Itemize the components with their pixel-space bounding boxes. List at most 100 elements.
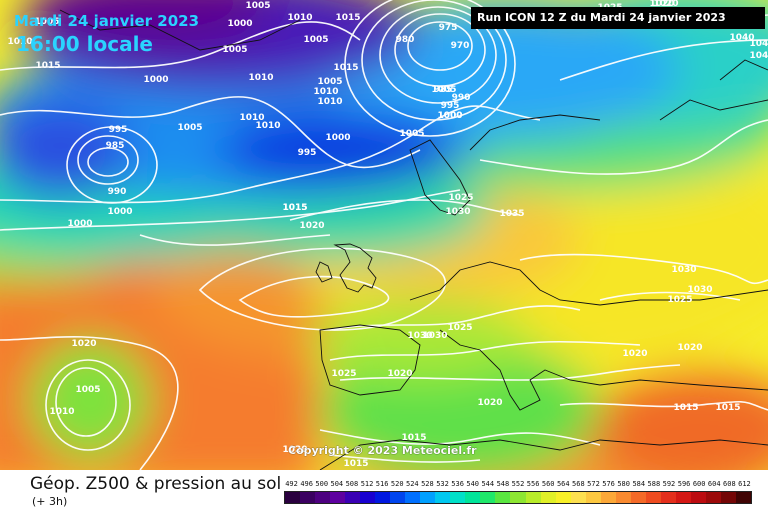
color-swatch bbox=[405, 492, 421, 503]
isobar-label: 1000 bbox=[437, 111, 462, 121]
isobar-label: 1020 bbox=[649, 0, 674, 9]
isobar-label: 1005 bbox=[75, 385, 100, 395]
isobar-label: 1030 bbox=[422, 331, 447, 341]
scale-value: 608 bbox=[723, 480, 736, 488]
isobar-label: 1000 bbox=[143, 75, 168, 85]
legend-subtitle: (+ 3h) bbox=[32, 495, 68, 508]
isobar-label: 1015 bbox=[282, 203, 307, 213]
isobar-label: 1010 bbox=[317, 97, 342, 107]
color-swatch bbox=[375, 492, 391, 503]
color-swatch bbox=[420, 492, 436, 503]
scale-value: 576 bbox=[602, 480, 615, 488]
isobar-label: 1010 bbox=[255, 121, 280, 131]
scale-value: 560 bbox=[541, 480, 555, 488]
isobar-label: 1025 bbox=[667, 295, 692, 305]
color-swatch bbox=[315, 492, 331, 503]
scale-value: 584 bbox=[632, 480, 646, 488]
color-swatch bbox=[360, 492, 376, 503]
isobar-label: 1020 bbox=[282, 445, 307, 455]
isobar-label: 1040 bbox=[729, 33, 754, 43]
isobar-label: 1000 bbox=[325, 133, 350, 143]
color-swatch bbox=[465, 492, 481, 503]
scale-value: 592 bbox=[662, 480, 676, 488]
isobar-label: 1000 bbox=[437, 111, 462, 121]
isobar-label: 1020 bbox=[387, 369, 412, 379]
color-swatch bbox=[630, 492, 646, 503]
forecast-date: Mardi 24 janvier 2023 bbox=[14, 12, 200, 30]
forecast-time: 16:00 locale bbox=[16, 32, 153, 56]
isobar-label: 1025 bbox=[448, 193, 473, 203]
isobar-label: 1025 bbox=[447, 323, 472, 333]
color-swatch bbox=[645, 492, 661, 503]
isobar-label: 1005 bbox=[177, 123, 202, 133]
isobar-label: 1015 bbox=[335, 13, 360, 23]
isobar-label: 1020 bbox=[477, 398, 502, 408]
scale-value: 612 bbox=[738, 480, 751, 488]
isobar-label: 1010 bbox=[49, 407, 74, 417]
color-swatch bbox=[345, 492, 361, 503]
isobar-label: 1040 bbox=[749, 39, 768, 49]
isobar-label: 1015 bbox=[35, 61, 60, 71]
scale-value: 544 bbox=[481, 480, 495, 488]
color-swatch bbox=[285, 492, 301, 503]
scale-value: 528 bbox=[421, 480, 434, 488]
scale-value: 580 bbox=[617, 480, 630, 488]
scale-value: 532 bbox=[436, 480, 449, 488]
isobar-label: 1020 bbox=[299, 221, 324, 231]
isobar-labels: 1000 1005 1010 1015 1005 1005 1015 1010 1000 1005… bbox=[7, 0, 768, 469]
color-swatch bbox=[495, 492, 511, 503]
isobar-label: 1000 bbox=[67, 219, 92, 229]
isobar-label: 995 bbox=[109, 125, 128, 135]
color-swatch bbox=[720, 492, 736, 503]
color-swatch bbox=[675, 492, 691, 503]
run-info: Run ICON 12 Z du Mardi 24 janvier 2023 bbox=[471, 7, 765, 29]
isobar-label: 1015 bbox=[333, 63, 358, 73]
copyright-text: Copyright © 2023 Meteociel.fr bbox=[288, 444, 477, 457]
isobar-label: 1030 bbox=[687, 285, 712, 295]
isobar-label: 995 bbox=[441, 101, 460, 111]
isobar-label: 1020 bbox=[677, 343, 702, 353]
scale-value: 536 bbox=[451, 480, 464, 488]
color-swatch bbox=[450, 492, 466, 503]
scale-value: 504 bbox=[330, 480, 344, 488]
isobar-label: 1005 bbox=[303, 35, 328, 45]
scale-value: 492 bbox=[285, 480, 298, 488]
isobar-label: 1015 bbox=[282, 203, 307, 213]
isobar-label: 1020 bbox=[653, 0, 678, 9]
color-swatch bbox=[510, 492, 526, 503]
scale-value: 512 bbox=[360, 480, 374, 488]
color-scale-bar bbox=[284, 491, 752, 504]
color-swatch bbox=[585, 492, 601, 503]
isobar-label: 1010 bbox=[313, 87, 338, 97]
isobar-label: 1010 bbox=[239, 113, 264, 123]
color-swatch bbox=[300, 492, 316, 503]
isobar-label: 995 bbox=[298, 148, 317, 158]
color-swatch bbox=[435, 492, 451, 503]
isobar-label: 990 bbox=[452, 93, 471, 103]
isobar-label: 975 bbox=[439, 23, 458, 33]
scale-value: 604 bbox=[707, 480, 721, 488]
scale-value: 568 bbox=[572, 480, 585, 488]
isobar-label: 1030 bbox=[671, 265, 696, 275]
color-swatch bbox=[390, 492, 406, 503]
scale-value: 588 bbox=[647, 480, 661, 488]
color-swatch bbox=[555, 492, 571, 503]
isobar-label: 1030 bbox=[445, 207, 470, 217]
isobar-label: 1000 bbox=[227, 19, 252, 29]
scale-value: 596 bbox=[677, 480, 691, 488]
scale-value: 524 bbox=[405, 480, 419, 488]
isobar-label: 1010 bbox=[287, 13, 312, 23]
color-swatch bbox=[570, 492, 586, 503]
scale-value: 600 bbox=[692, 480, 706, 488]
isobar-label: 1005 bbox=[222, 45, 247, 55]
scale-value: 548 bbox=[496, 480, 510, 488]
color-swatch bbox=[735, 492, 751, 503]
isobar-label: 1035 bbox=[499, 209, 524, 219]
isobar-label: 980 bbox=[396, 35, 415, 45]
color-swatch bbox=[690, 492, 706, 503]
isobar-label: 1015 bbox=[715, 403, 740, 413]
scale-value: 496 bbox=[300, 480, 313, 488]
scale-value: 516 bbox=[375, 480, 389, 488]
isobar-label: 1020 bbox=[622, 349, 647, 359]
scale-value: 564 bbox=[556, 480, 570, 488]
